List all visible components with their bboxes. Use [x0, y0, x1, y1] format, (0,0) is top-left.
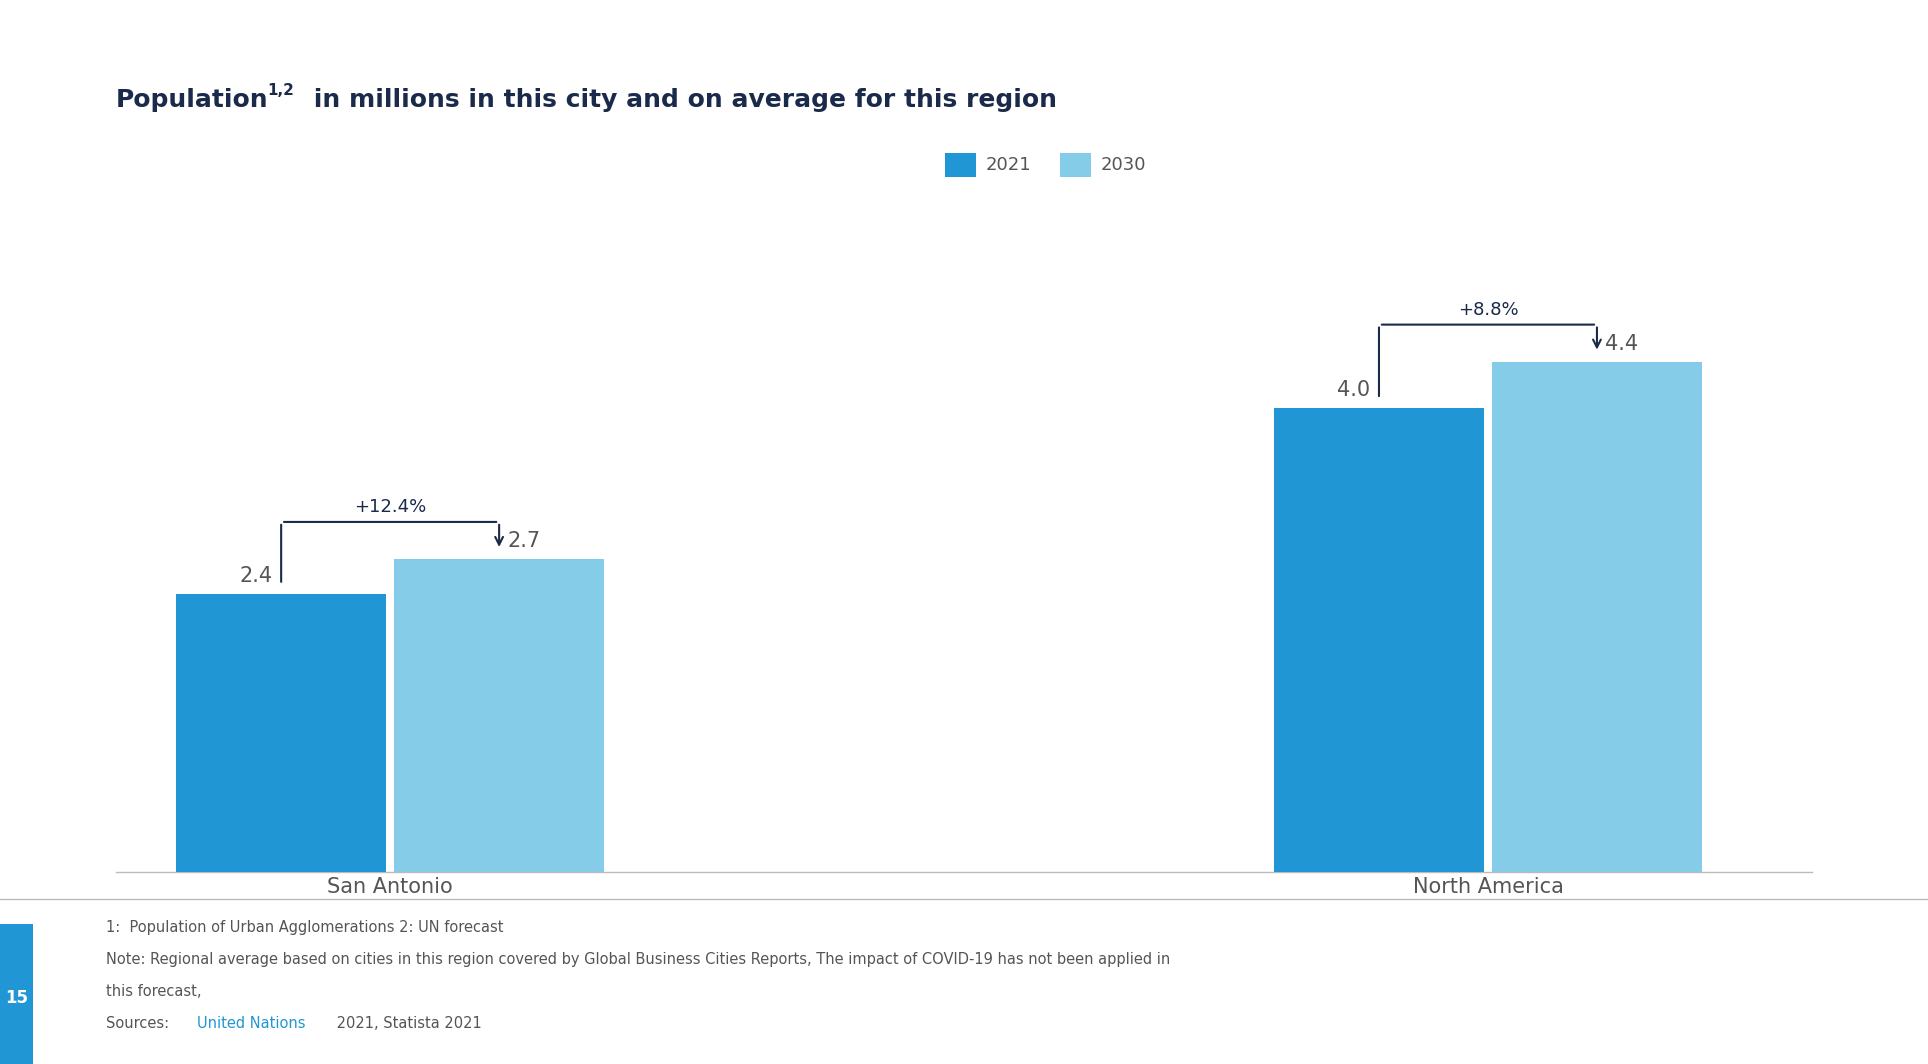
- Text: 2.4: 2.4: [239, 566, 272, 586]
- Text: 2.7: 2.7: [507, 531, 540, 551]
- Text: +12.4%: +12.4%: [355, 498, 426, 516]
- Bar: [395, 559, 603, 872]
- Text: 2021, Statista 2021: 2021, Statista 2021: [332, 1016, 482, 1031]
- Text: 4.4: 4.4: [1606, 334, 1639, 353]
- Text: Population: Population: [116, 87, 268, 112]
- Bar: [175, 594, 386, 872]
- Text: 15: 15: [6, 990, 27, 1007]
- Text: +8.8%: +8.8%: [1458, 301, 1517, 319]
- Text: in millions in this city and on average for this region: in millions in this city and on average …: [305, 87, 1057, 112]
- Text: 2021: 2021: [985, 156, 1031, 173]
- Text: Note: Regional average based on cities in this region covered by Global Business: Note: Regional average based on cities i…: [106, 952, 1170, 967]
- Text: 4.0: 4.0: [1338, 380, 1371, 400]
- Text: United Nations: United Nations: [197, 1016, 305, 1031]
- Text: this forecast,: this forecast,: [106, 984, 202, 999]
- Text: 2030: 2030: [1101, 156, 1147, 173]
- Bar: [1274, 409, 1485, 872]
- Bar: [1492, 362, 1702, 872]
- Text: 1:  Population of Urban Agglomerations 2: UN forecast: 1: Population of Urban Agglomerations 2:…: [106, 920, 503, 935]
- Text: Sources:: Sources:: [106, 1016, 174, 1031]
- Text: 1,2: 1,2: [266, 83, 293, 98]
